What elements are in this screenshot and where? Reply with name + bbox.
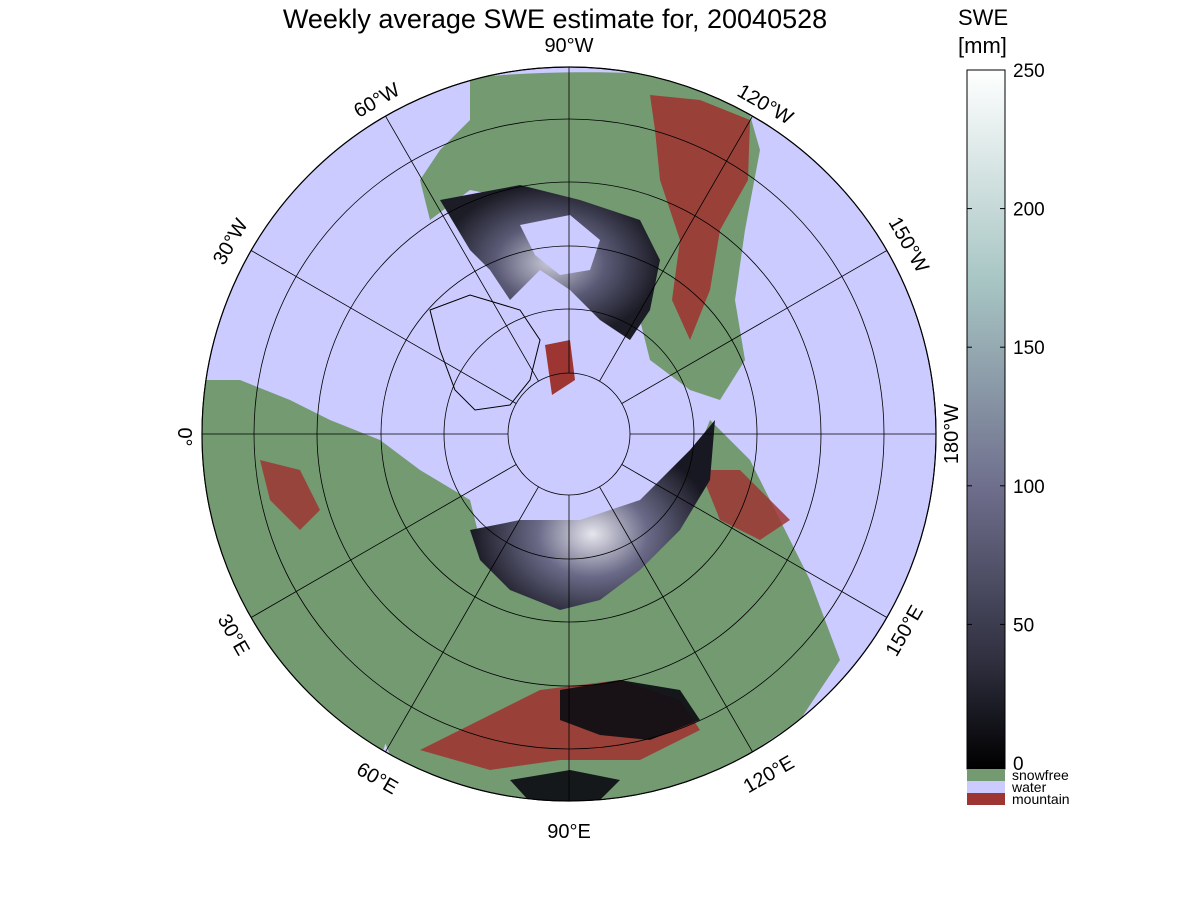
lon-label-90w: 90°W	[544, 35, 593, 57]
legend-swatch-water	[967, 781, 1005, 793]
legend-swatch-snowfree	[967, 769, 1005, 781]
mountain-greenland-coast	[545, 340, 575, 395]
snow-central-asia	[560, 680, 700, 740]
map-title: Weekly average SWE estimate for, 2004052…	[282, 4, 828, 34]
meridian-line	[599, 115, 753, 382]
lon-label-90e: 90°E	[547, 821, 591, 843]
colorbar-title-2: [mm]	[958, 33, 1007, 58]
mountain-scandinavia	[260, 460, 320, 530]
colorbar-ticks: 250 200 150 100 50 0	[967, 61, 1045, 775]
lon-label-0: 0°	[173, 427, 195, 446]
meridian-line	[621, 464, 888, 618]
colorbar-title-1: SWE	[958, 5, 1008, 30]
meridian-line	[385, 115, 539, 382]
snow-siberia	[470, 420, 715, 610]
meridian-line	[250, 464, 517, 618]
lon-label-30e: 30°E	[213, 611, 254, 660]
snow-tibet	[510, 770, 620, 801]
colorbar-tick-label: 150	[1013, 338, 1045, 359]
colorbar-tick-label: 250	[1013, 61, 1045, 82]
legend-label-water: water	[1011, 779, 1047, 795]
colorbar-tick-label: 0	[1013, 754, 1024, 775]
lon-label-60e: 60°E	[353, 758, 402, 799]
colorbar-tick-label: 200	[1013, 200, 1045, 221]
legend-label-snowfree: snowfree	[1012, 767, 1069, 783]
legend-swatch-mountain	[967, 793, 1005, 805]
meridian-line	[621, 250, 888, 404]
legend-label-mountain: mountain	[1012, 791, 1070, 807]
colorbar-tick-label: 50	[1013, 615, 1034, 636]
meridian-line	[385, 486, 539, 753]
colorbar-gradient	[966, 69, 1006, 770]
meridian-line	[250, 250, 517, 404]
lon-label-120e: 120°E	[740, 752, 798, 798]
colorbar-tick-label: 100	[1013, 477, 1045, 498]
mountain-siberia-east	[700, 470, 790, 540]
meridian-line	[599, 486, 753, 753]
meridian-lines	[202, 67, 936, 801]
hudson-bay	[520, 215, 600, 275]
map-border	[201, 66, 937, 802]
lon-label-180w: 180°W	[941, 404, 963, 464]
greenland-outline	[429, 294, 541, 411]
